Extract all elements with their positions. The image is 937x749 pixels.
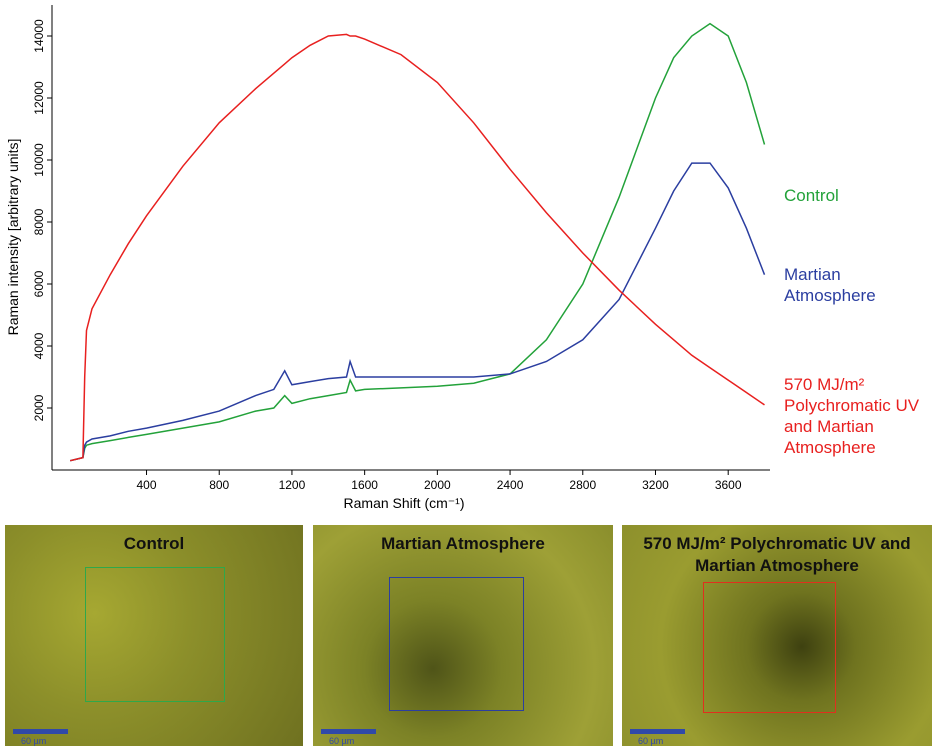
y-axis-label: Raman intensity [arbitrary units] — [5, 139, 21, 336]
x-tick-label: 3200 — [642, 478, 669, 492]
scale-label: 60 µm — [638, 736, 664, 746]
y-tick-label: 4000 — [32, 332, 46, 359]
y-tick-label: 6000 — [32, 270, 46, 297]
legend-entry: Martian Atmosphere — [784, 265, 876, 305]
micrograph: Control 60 µm — [5, 525, 303, 746]
x-tick-label: 2400 — [497, 478, 524, 492]
x-tick-label: 1600 — [351, 478, 378, 492]
y-tick-label: 12000 — [32, 81, 46, 115]
x-tick-label: 3600 — [715, 478, 742, 492]
micrograph: 570 MJ/m² Polychromatic UV and Martian A… — [622, 525, 932, 746]
y-tick-label: 10000 — [32, 143, 46, 177]
scale-bar — [13, 729, 68, 734]
y-tick-label: 2000 — [32, 394, 46, 421]
series-line — [70, 22, 766, 462]
legend-entry: 570 MJ/m² Polychromatic UV and Martian A… — [784, 375, 920, 457]
scale-bar — [630, 729, 685, 734]
panel-title: 570 MJ/m² Polychromatic UV and Martian A… — [643, 534, 911, 575]
roi-box — [703, 582, 836, 713]
series-line — [70, 162, 766, 462]
legend-entry: Control — [784, 186, 839, 205]
scale-label: 60 µm — [21, 736, 47, 746]
panel-title: Martian Atmosphere — [381, 534, 545, 553]
y-tick-label: 14000 — [32, 19, 46, 53]
micrograph: Martian Atmosphere 60 µm — [313, 525, 613, 746]
x-tick-label: 2800 — [569, 478, 596, 492]
x-tick-label: 1200 — [279, 478, 306, 492]
panel-title: Control — [123, 534, 185, 553]
x-tick-label: 400 — [137, 478, 157, 492]
x-tick-label: 800 — [209, 478, 229, 492]
scale-label: 60 µm — [329, 736, 355, 746]
series-line — [70, 33, 765, 462]
scale-bar — [321, 729, 376, 734]
chart: Raman Shift (cm⁻¹) Raman intensity [arbi… — [5, 5, 770, 511]
y-tick-label: 8000 — [32, 208, 46, 235]
x-axis-label: Raman Shift (cm⁻¹) — [344, 495, 465, 511]
roi-box — [85, 567, 225, 702]
x-tick-label: 2000 — [424, 478, 451, 492]
roi-box — [389, 577, 524, 711]
